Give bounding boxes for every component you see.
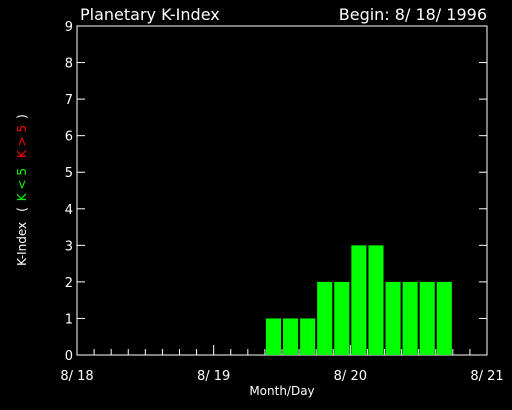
y-tick-label: 8 bbox=[65, 57, 73, 72]
y-label-green-part: K < 5 bbox=[15, 168, 29, 201]
y-tick-label: 2 bbox=[65, 276, 73, 291]
y-tick-label: 6 bbox=[65, 130, 73, 145]
x-tick-label: 8/ 18 bbox=[60, 369, 93, 384]
k-index-bar bbox=[265, 318, 281, 355]
x-tick-label: 8/ 19 bbox=[197, 369, 230, 384]
y-tick-label: 5 bbox=[65, 166, 73, 181]
x-tick-label: 8/ 21 bbox=[470, 369, 503, 384]
y-tick-label: 9 bbox=[65, 20, 73, 35]
y-tick-label: 1 bbox=[65, 312, 73, 327]
x-axis-ticks: 8/ 18 8/ 19 8/ 20 8/ 21 bbox=[60, 345, 504, 384]
y-tick-label: 7 bbox=[65, 93, 73, 108]
k-index-bar bbox=[334, 281, 350, 355]
begin-date-label: Begin: 8/ 18/ 1996 bbox=[339, 5, 487, 24]
k-index-bar bbox=[351, 245, 367, 355]
k-index-bar bbox=[317, 281, 333, 355]
y-label-open-paren: ( bbox=[15, 207, 29, 212]
k-index-bar bbox=[368, 245, 384, 355]
y-tick-label: 0 bbox=[65, 349, 73, 364]
bar-series bbox=[265, 245, 452, 355]
k-index-bar bbox=[402, 281, 418, 355]
y-label-red-part: K > 5 bbox=[15, 125, 29, 158]
x-axis-label: Month/Day bbox=[249, 384, 314, 398]
k-index-bar bbox=[436, 281, 452, 355]
y-axis-label: K-Index ( K < 5 K > 5) bbox=[15, 114, 29, 266]
k-index-bar bbox=[419, 281, 435, 355]
x-tick-label: 8/ 20 bbox=[334, 369, 367, 384]
chart-title: Planetary K-Index bbox=[80, 5, 220, 24]
y-axis-ticks: 0 1 2 3 4 5 6 7 8 9 bbox=[65, 20, 487, 364]
y-tick-label: 3 bbox=[65, 239, 73, 254]
y-label-main: K-Index bbox=[15, 222, 29, 266]
k-index-bar bbox=[283, 318, 299, 355]
y-label-close-paren: ) bbox=[15, 114, 29, 119]
k-index-bar bbox=[385, 281, 401, 355]
y-tick-label: 4 bbox=[65, 203, 73, 218]
k-index-bar bbox=[300, 318, 316, 355]
